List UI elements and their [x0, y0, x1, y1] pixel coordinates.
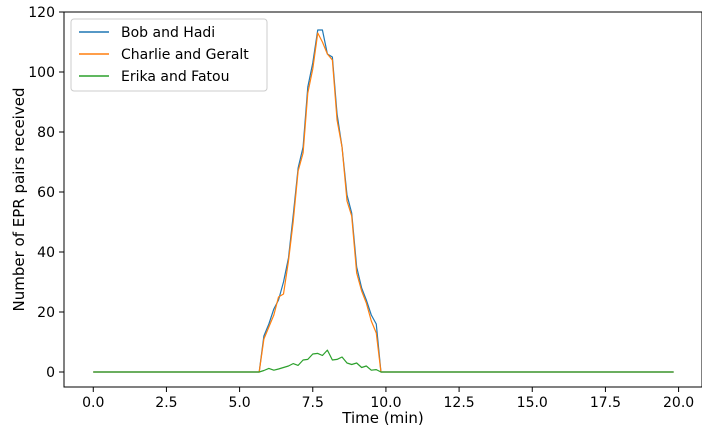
x-tick-label: 10.0 — [370, 395, 401, 411]
x-tick-label: 15.0 — [517, 395, 548, 411]
y-tick-label: 100 — [28, 65, 55, 81]
plot-area — [63, 11, 702, 388]
y-tick-label: 80 — [37, 125, 55, 141]
x-tick-label: 12.5 — [444, 395, 475, 411]
legend-label: Charlie and Geralt — [121, 47, 249, 63]
x-tick-label: 2.5 — [155, 395, 177, 411]
y-tick-label: 0 — [46, 365, 55, 381]
x-tick-label: 7.5 — [302, 395, 324, 411]
series-line-2 — [93, 32, 674, 373]
legend-box — [70, 18, 268, 92]
y-tick-label: 20 — [37, 305, 55, 321]
legend: Bob and Hadi Charlie and Geralt Erika and … — [70, 18, 268, 92]
axes-layer: 0.0 2.5 5.0 7.5 10.0 12.5 15.0 17.5 20.0 0 20 40 60 8… — [28, 5, 694, 411]
x-axis-label: Time (min) — [341, 409, 423, 427]
y-axis-label: Number of EPR pairs received — [10, 88, 28, 312]
x-tick-label: 17.5 — [590, 395, 621, 411]
series-layer — [93, 29, 674, 373]
y-tick-label: 40 — [37, 245, 55, 261]
series-line-3 — [93, 349, 674, 373]
axes-frame — [63, 11, 702, 388]
legend-label: Bob and Hadi — [121, 25, 215, 41]
x-tick-label: 0.0 — [82, 395, 104, 411]
x-tick-label: 5.0 — [228, 395, 250, 411]
y-tick-label: 60 — [37, 185, 55, 201]
legend-label: Erika and Fatou — [121, 69, 229, 85]
y-tick-label: 120 — [28, 5, 55, 21]
x-tick-label: 20.0 — [663, 395, 694, 411]
